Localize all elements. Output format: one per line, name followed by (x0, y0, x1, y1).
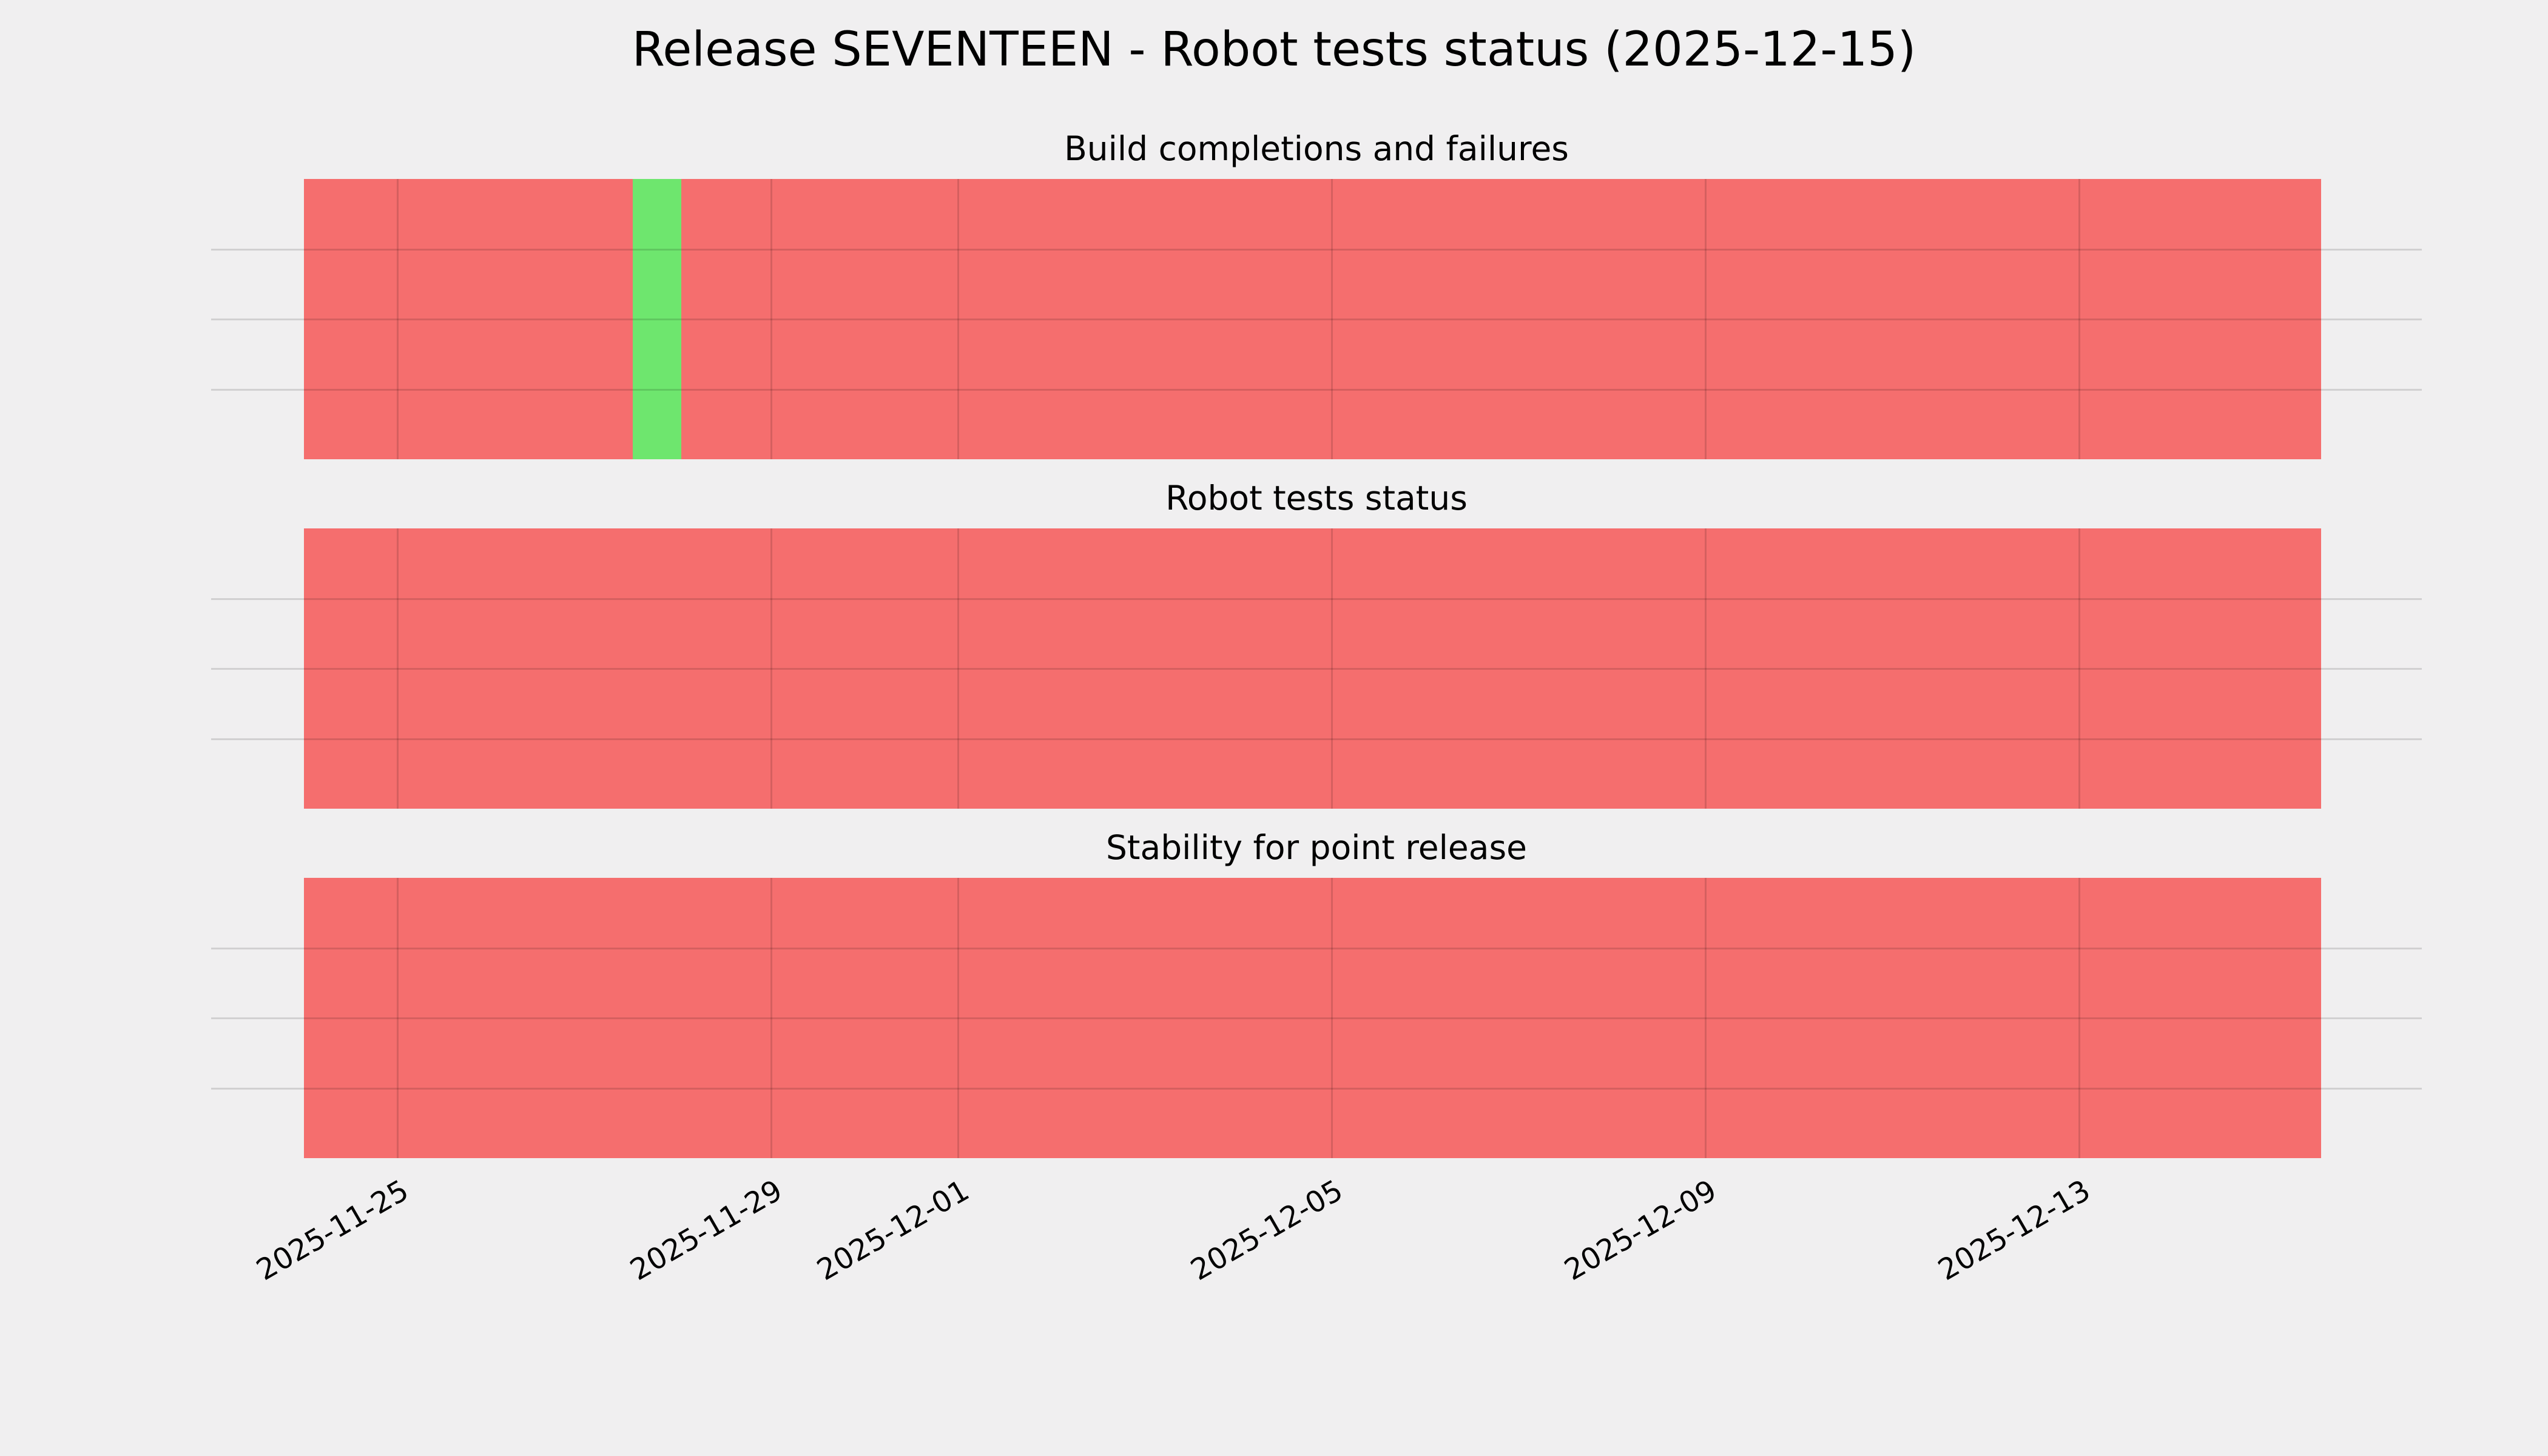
gridline-vertical (957, 528, 959, 809)
gridline-horizontal (211, 598, 2422, 600)
subplot-stability: Stability for point release (211, 829, 2422, 1208)
gridline-vertical (397, 528, 399, 809)
x-tick-label: 2025-11-25 (251, 1173, 415, 1287)
gridline-vertical (770, 528, 773, 809)
subplot-robot-tests: Robot tests status (211, 480, 2422, 859)
gridline-horizontal (211, 318, 2422, 320)
x-tick-label: 2025-12-01 (811, 1173, 975, 1287)
gridline-vertical (397, 179, 399, 459)
gridline-horizontal (211, 388, 2422, 391)
x-tick-label: 2025-11-29 (624, 1173, 789, 1287)
x-tick-label: 2025-12-05 (1185, 1173, 1349, 1287)
axes-build-completions (211, 179, 2422, 459)
x-tick-label: 2025-12-13 (1932, 1173, 2096, 1287)
gridline-vertical (2078, 528, 2080, 809)
subplot-build-completions: Build completions and failures (211, 130, 2422, 510)
axes-robot-tests (211, 528, 2422, 809)
gridline-vertical (1704, 528, 1707, 809)
timeline-build-completions (304, 179, 2321, 459)
gridline-vertical (770, 878, 773, 1158)
subplot-title-robot-tests: Robot tests status (1165, 479, 1468, 517)
gridline-vertical (957, 179, 959, 459)
gridline-horizontal (211, 738, 2422, 740)
gridline-vertical (1330, 878, 1333, 1158)
status-segment-fail (304, 179, 633, 459)
status-segment-fail (304, 528, 2321, 809)
chart-title: Release SEVENTEEN - Robot tests status (… (632, 22, 1916, 77)
subplot-title-build-completions: Build completions and failures (1064, 129, 1569, 168)
gridline-vertical (397, 878, 399, 1158)
x-axis: 2025-11-25 2025-11-29 2025-12-01 2025-12-05… (0, 1158, 2548, 1400)
gridline-vertical (2078, 878, 2080, 1158)
status-segment-fail (304, 878, 2321, 1158)
gridline-vertical (1704, 878, 1707, 1158)
gridline-vertical (1704, 179, 1707, 459)
axes-stability (211, 878, 2422, 1158)
status-segment-fail (681, 179, 2321, 459)
gridline-vertical (2078, 179, 2080, 459)
gridline-vertical (1330, 528, 1333, 809)
timeline-stability (304, 878, 2321, 1158)
gridline-horizontal (211, 248, 2422, 251)
x-tick-label: 2025-12-09 (1559, 1173, 1722, 1287)
gridline-vertical (770, 179, 773, 459)
subplot-title-stability: Stability for point release (1106, 828, 1527, 867)
status-segment-pass (632, 179, 681, 459)
gridline-vertical (1330, 179, 1333, 459)
gridline-horizontal (211, 668, 2422, 670)
timeline-robot-tests (304, 528, 2321, 809)
gridline-horizontal (211, 947, 2422, 949)
gridline-horizontal (211, 1017, 2422, 1019)
gridline-horizontal (211, 1087, 2422, 1090)
gridline-vertical (957, 878, 959, 1158)
